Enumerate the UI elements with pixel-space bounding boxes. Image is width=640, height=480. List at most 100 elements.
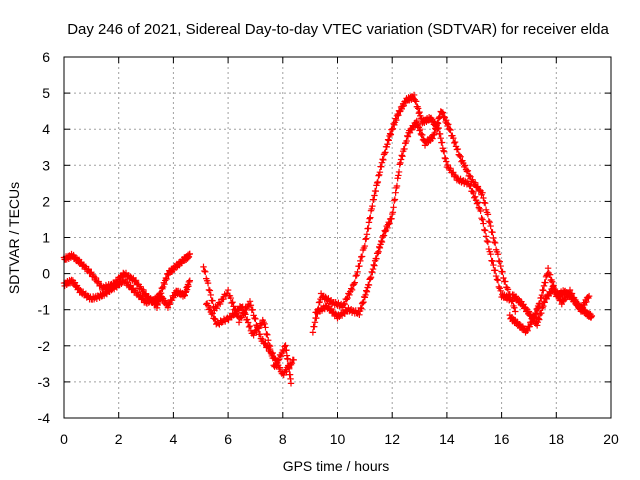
data-point [361,242,369,250]
data-point [365,225,372,232]
data-point [209,310,216,317]
data-point [494,251,502,258]
data-point [397,159,404,167]
data-point [419,131,426,139]
data-point [390,120,397,127]
data-point [229,298,236,306]
y-tick-label: 4 [42,121,50,137]
data-point [280,371,287,379]
y-tick-label: 5 [42,85,50,101]
data-point [429,135,436,142]
data-point [252,315,259,323]
y-tick-label: -4 [38,410,51,426]
data-point [213,305,220,312]
data-point [444,161,452,169]
data-point [568,290,576,297]
data-point [266,342,274,350]
data-point [211,315,218,322]
data-point [239,303,246,310]
data-point [512,308,519,315]
data-point [548,278,556,285]
data-point [378,238,386,246]
y-tick-label: 1 [42,230,50,246]
data-point [500,274,507,282]
data-point [264,331,271,338]
data-point [478,214,485,222]
data-point [343,296,350,303]
data-point [283,346,290,354]
data-point [311,323,318,330]
y-tick-label: 2 [42,193,50,209]
data-point [204,279,212,287]
data-point [481,227,489,234]
data-point [202,268,209,276]
data-point [385,137,392,144]
data-point [207,291,214,299]
data-point [540,282,548,290]
data-point [492,272,500,280]
data-point [228,299,235,307]
data-point [392,115,399,122]
data-point [374,250,382,257]
data-point [315,299,323,306]
data-point [372,187,379,195]
data-point [389,209,397,216]
data-point [363,287,370,294]
data-point [367,214,374,221]
data-point [542,279,549,286]
data-point [350,280,358,288]
data-point [404,132,411,140]
data-point [393,116,400,124]
data-point [237,313,245,321]
data-point [375,172,382,179]
data-point [386,220,393,227]
data-point [127,273,134,280]
data-point [447,165,454,172]
data-point [250,332,257,339]
data-point [290,356,297,364]
data-point [438,110,446,117]
data-point [467,182,474,190]
data-point [212,316,219,323]
data-point [201,267,208,275]
data-point [553,289,561,296]
data-point [84,292,91,299]
data-point [544,265,552,272]
data-point [493,276,501,283]
x-tick-label: 6 [224,431,232,447]
data-point [265,337,272,344]
data-point [440,113,448,120]
data-point [367,274,375,281]
data-point [287,380,295,387]
data-point [508,298,515,305]
y-tick-label: -3 [38,374,51,390]
data-point [437,135,444,142]
data-point [363,231,371,238]
data-point [276,364,284,371]
data-point [367,275,374,282]
data-point [378,237,385,245]
data-point [440,148,448,155]
data-point [395,172,402,179]
data-point [311,319,319,326]
x-tick-label: 4 [170,431,178,447]
data-point [504,286,512,293]
data-point [464,167,472,174]
data-point [164,304,172,311]
data-point [158,284,165,292]
data-point [253,328,260,336]
data-point [376,168,384,176]
data-point [395,168,403,176]
data-point [360,298,367,306]
data-point [341,300,348,308]
data-point [247,302,255,309]
data-point [269,354,276,362]
data-point [251,314,258,322]
data-point [378,159,386,166]
data-point [358,253,366,260]
data-point [313,314,320,322]
data-point [384,136,392,143]
data-point [487,250,494,258]
data-point [170,292,178,299]
